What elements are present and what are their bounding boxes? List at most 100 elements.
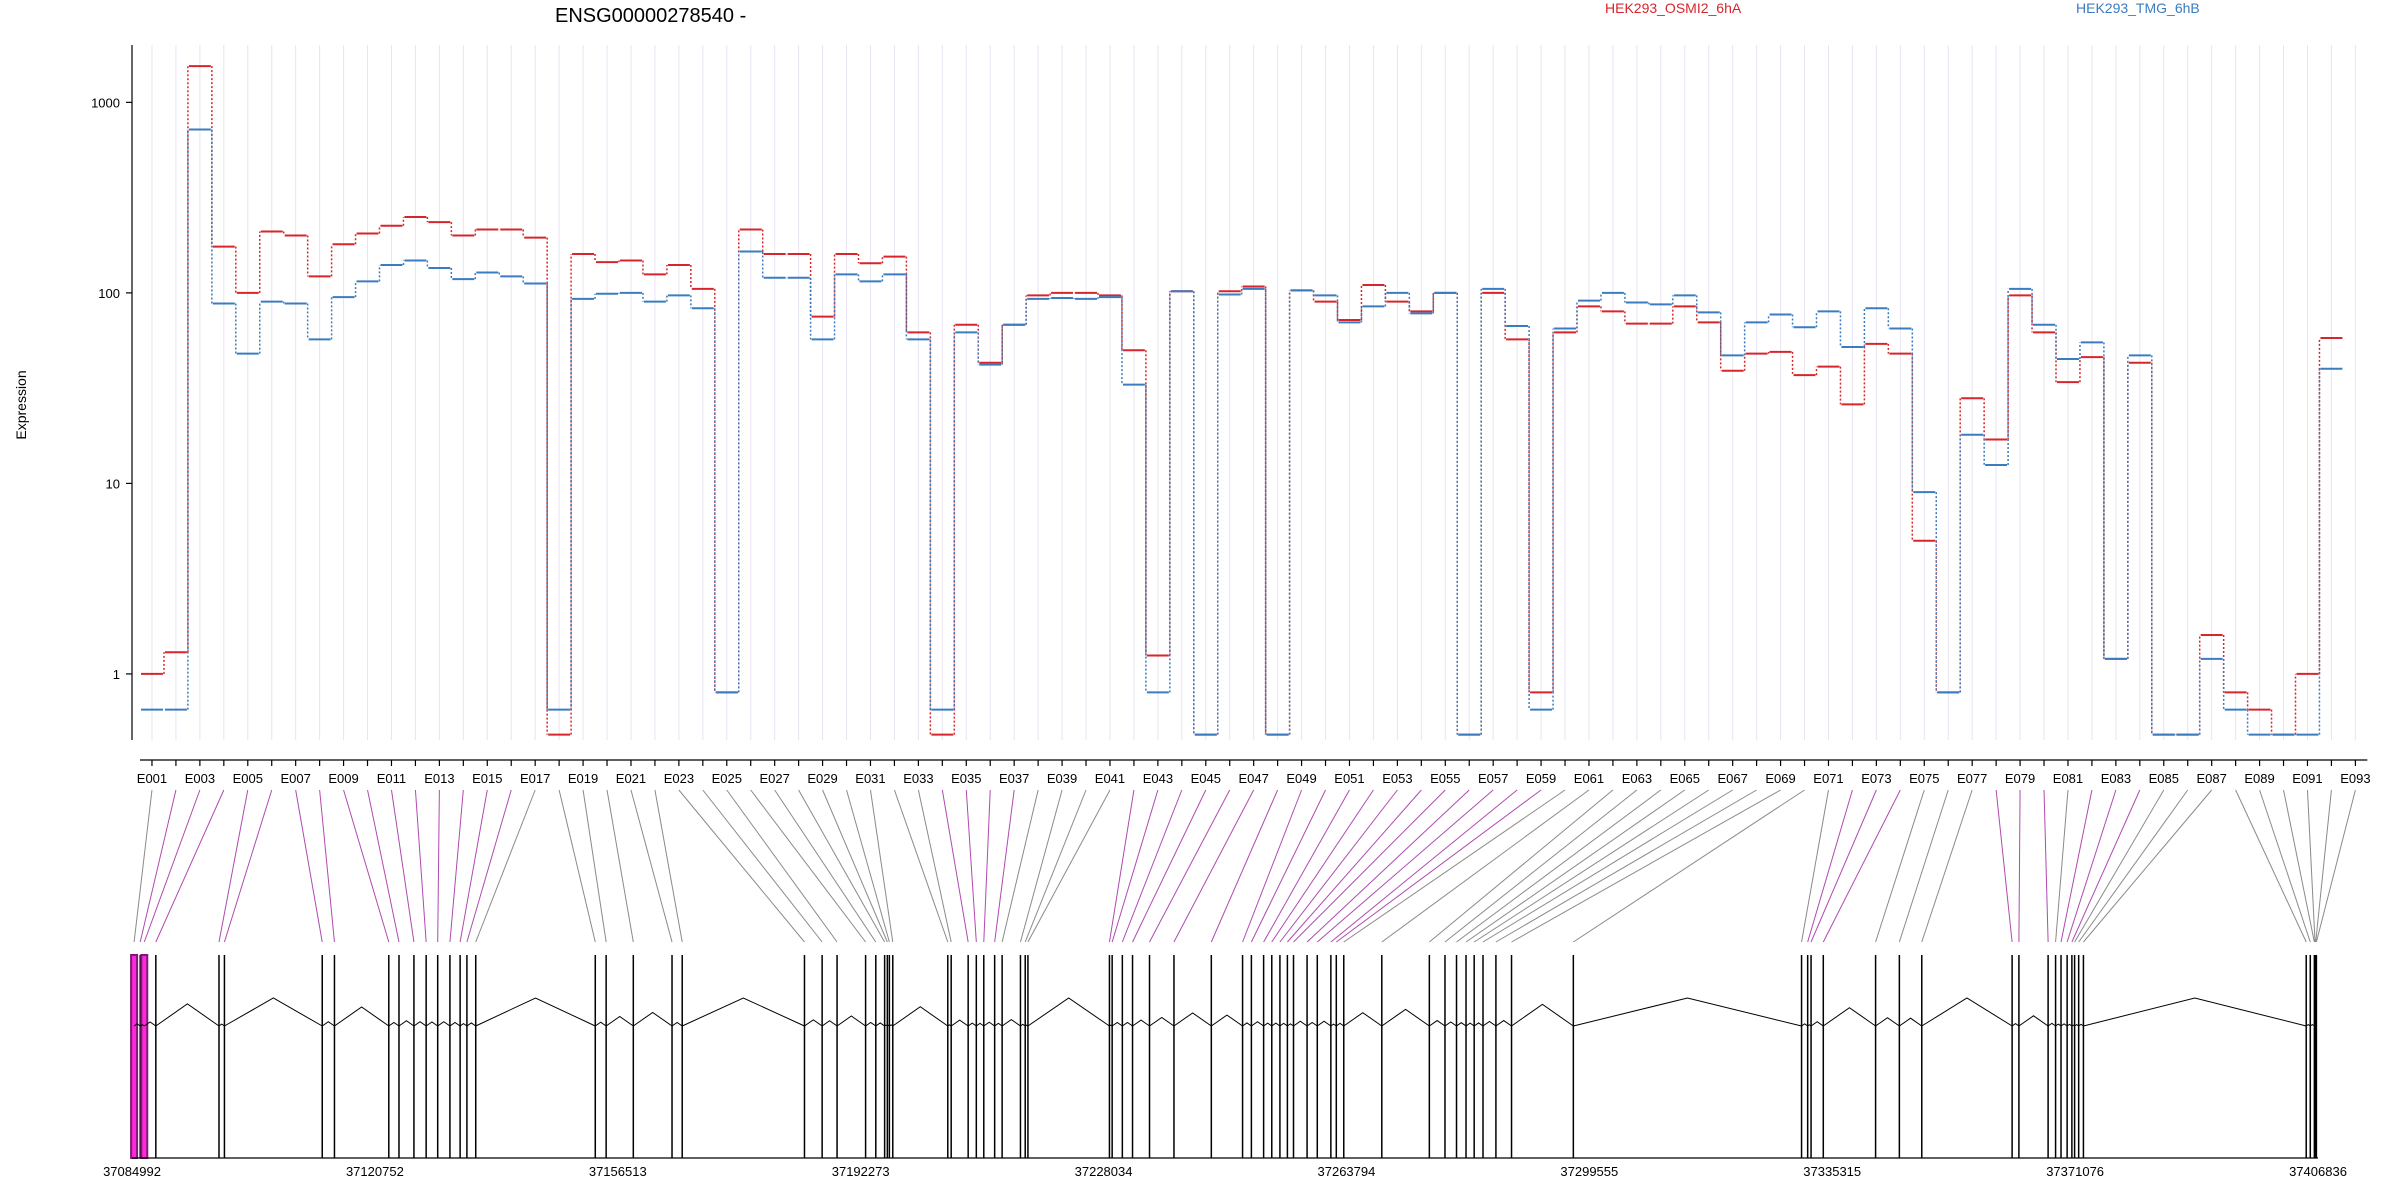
exon-box-highlight <box>130 954 139 1159</box>
exon-connector <box>414 789 427 943</box>
exon-connector <box>558 789 596 943</box>
intron-line <box>2309 1023 2315 1027</box>
exon-connectors <box>133 789 2356 943</box>
intron-line <box>594 1021 607 1027</box>
x-tick-label: E075 <box>1909 771 1939 786</box>
intron-line <box>1109 1024 1113 1027</box>
intron-line <box>155 1003 220 1027</box>
intron-line <box>967 1022 977 1027</box>
intron-line <box>1465 1022 1475 1027</box>
intron-line <box>398 1020 415 1027</box>
intron-line <box>2083 997 2307 1027</box>
exon-connector <box>475 789 536 943</box>
exon-connector <box>2315 789 2356 943</box>
x-tick-label: E063 <box>1622 771 1652 786</box>
exon-connector <box>822 789 888 943</box>
genomic-tick-label: 37335315 <box>1803 1164 1861 1179</box>
exon-connector <box>1019 789 1063 943</box>
exon-connector <box>1250 789 1326 943</box>
exon-connector <box>459 789 488 943</box>
intron-line <box>1024 1024 1029 1027</box>
intron-line <box>425 1021 438 1027</box>
exon-connector <box>466 789 512 943</box>
intron-line <box>884 1024 888 1027</box>
x-tick-label: E091 <box>2292 771 2322 786</box>
intron-line <box>994 1022 1003 1027</box>
exon-connector <box>1132 789 1207 943</box>
exon-connector <box>1456 789 1662 943</box>
exon-connector <box>155 789 225 943</box>
intron-line <box>321 1021 335 1027</box>
intron-line <box>1482 1020 1497 1027</box>
intron-line <box>633 1011 673 1027</box>
intron-line <box>1875 1017 1900 1027</box>
intron-line <box>1173 1012 1212 1027</box>
intron-line <box>388 1021 400 1027</box>
intron-line <box>1122 1021 1133 1027</box>
exon-connector <box>1898 789 1949 943</box>
x-tick-label: E009 <box>328 771 358 786</box>
intron-line <box>1511 1003 1574 1027</box>
genomic-tick-label: 37192273 <box>832 1164 890 1179</box>
intron-line <box>1132 1019 1150 1027</box>
intron-line <box>2060 1023 2068 1027</box>
intron-line <box>1149 1016 1175 1027</box>
genomic-tick-label: 37263794 <box>1318 1164 1376 1179</box>
exon-connector <box>133 789 153 943</box>
genomic-tick-label: 37299555 <box>1560 1164 1618 1179</box>
intron-line <box>1573 997 1802 1027</box>
intron-line <box>2074 1023 2079 1027</box>
exon-connector <box>869 789 894 943</box>
genomic-tick-label: 37228034 <box>1075 1164 1133 1179</box>
intron-line <box>2011 1023 2020 1027</box>
exon-box-highlight <box>140 954 149 1159</box>
exon-connector <box>1001 789 1039 943</box>
intron-line <box>983 1021 995 1027</box>
intron-line <box>2066 1023 2073 1027</box>
exon-connector <box>1242 789 1303 943</box>
intron-line <box>1444 1021 1457 1027</box>
exon-connector <box>1111 789 1159 943</box>
intron-line <box>865 1021 877 1027</box>
exon-connector <box>295 789 323 943</box>
exon-connector <box>1573 789 1805 943</box>
exon-connector <box>437 789 440 943</box>
intron-line <box>950 1019 969 1027</box>
exon-connector <box>1801 789 1829 943</box>
x-tick-label: E039 <box>1047 771 1077 786</box>
exon-connector <box>1121 789 1183 943</box>
x-tick-label: E017 <box>520 771 550 786</box>
x-tick-label: E059 <box>1526 771 1556 786</box>
x-tick-label: E057 <box>1478 771 1508 786</box>
intron-line <box>218 1023 225 1027</box>
y-tick-label: 100 <box>98 286 120 301</box>
y-axis: 1 10 100 1000 <box>91 45 133 740</box>
exon-connector <box>1343 789 1566 943</box>
exon-connector <box>1027 789 1111 943</box>
intron-line <box>892 1006 949 1027</box>
exon-connector <box>223 789 273 943</box>
x-tick-label: E011 <box>377 771 406 786</box>
intron-line <box>2055 1023 2062 1027</box>
exon-connector <box>846 789 890 943</box>
exon-connector <box>2083 789 2213 943</box>
intron-line <box>1279 1022 1288 1027</box>
intron-line <box>1801 1023 1808 1027</box>
intron-line <box>821 1020 838 1027</box>
x-tick-label: E033 <box>903 771 933 786</box>
exon-connector <box>2315 789 2332 943</box>
exon-connector <box>1173 789 1255 943</box>
intron-line <box>1287 1023 1294 1027</box>
series-a <box>141 65 2343 736</box>
intron-line <box>1211 1014 1243 1027</box>
exon-connector <box>1511 789 1781 943</box>
x-tick-label: E035 <box>951 771 981 786</box>
x-tick-label: E077 <box>1957 771 1987 786</box>
x-tick-label: E003 <box>185 771 215 786</box>
exon-connector <box>1279 789 1398 943</box>
exon-connector <box>1287 789 1422 943</box>
y-axis-label: Expression <box>13 370 29 439</box>
exon-connector <box>1335 789 1542 943</box>
exon-connector <box>1210 789 1279 943</box>
exon-connector <box>994 789 1015 943</box>
